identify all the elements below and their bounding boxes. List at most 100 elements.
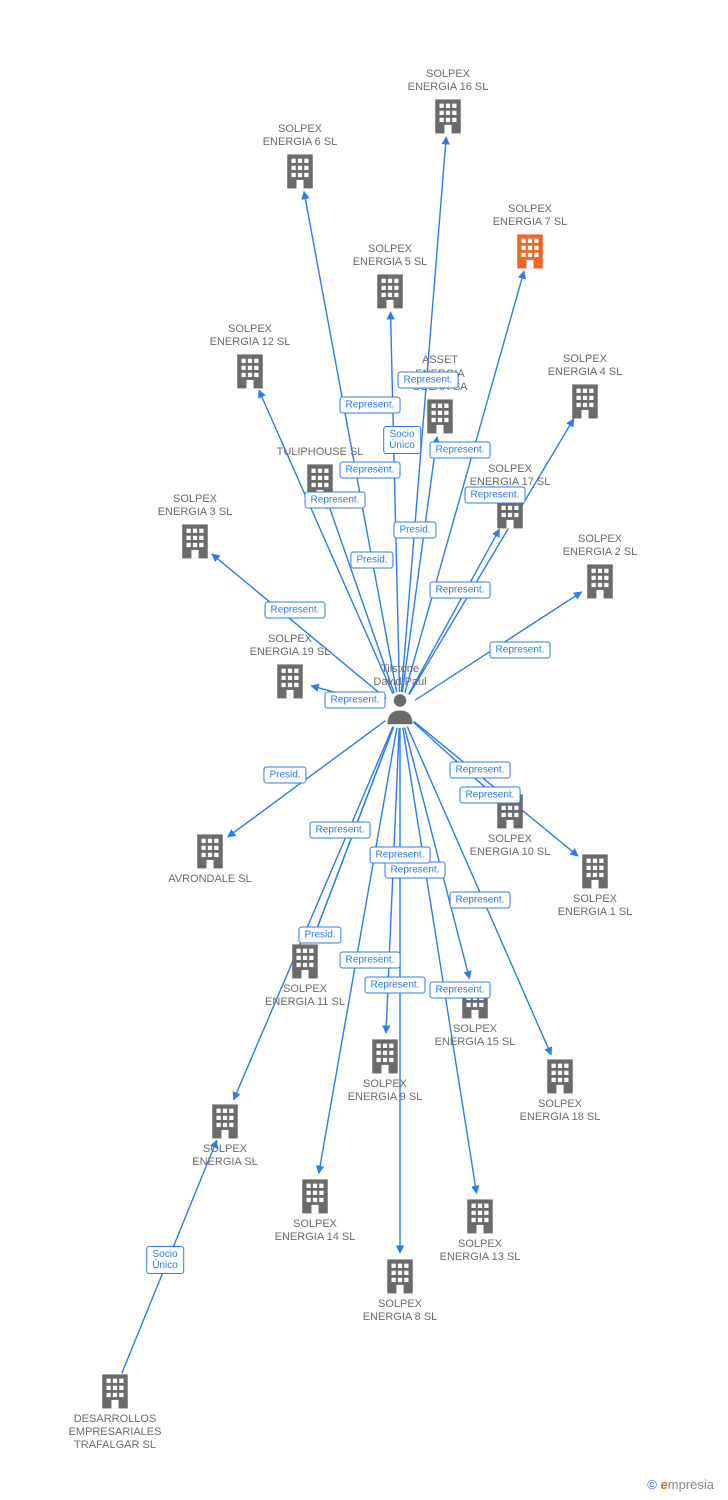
edge-label: Represent. <box>465 487 526 504</box>
edge-line <box>413 722 493 795</box>
edge-label: Represent. <box>340 462 401 479</box>
edge-line <box>259 390 393 693</box>
node-solpex10[interactable]: SOLPEX ENERGIA 10 SL <box>493 791 527 829</box>
node-avrondale[interactable]: AVRONDALE SL <box>193 831 227 869</box>
node-solpex15[interactable]: SOLPEX ENERGIA 15 SL <box>458 981 492 1019</box>
edge-label: Represent. <box>310 822 371 839</box>
edge-label: SocioÚnico <box>146 1246 184 1274</box>
brand-e: e <box>661 1477 668 1492</box>
node-label: SOLPEX ENERGIA 19 SL <box>230 633 350 659</box>
brand-rest: mpresia <box>668 1477 714 1492</box>
edge-label: Represent. <box>265 602 326 619</box>
building-icon <box>178 521 212 559</box>
node-solpex9[interactable]: SOLPEX ENERGIA 9 SL <box>368 1036 402 1074</box>
edge-label: Represent. <box>340 397 401 414</box>
node-solpex12[interactable]: SOLPEX ENERGIA 12 SL <box>233 351 267 389</box>
node-solpex11[interactable]: SOLPEX ENERGIA 11 SL <box>288 941 322 979</box>
building-icon <box>583 561 617 599</box>
edge-label: Presid. <box>263 767 306 784</box>
node-label: ASSET ENERGIA SOLAR SA <box>380 354 500 394</box>
edge-label: Represent. <box>325 692 386 709</box>
node-solpex5[interactable]: SOLPEX ENERGIA 5 SL <box>373 271 407 309</box>
node-label: SOLPEX ENERGIA 12 SL <box>190 323 310 349</box>
node-solpex3[interactable]: SOLPEX ENERGIA 3 SL <box>178 521 212 559</box>
node-solpex13[interactable]: SOLPEX ENERGIA 13 SL <box>463 1196 497 1234</box>
edge-line <box>234 727 393 1100</box>
edge-label: Represent. <box>450 892 511 909</box>
edge-line <box>311 686 382 705</box>
building-icon <box>98 1371 132 1409</box>
node-solpex1[interactable]: SOLPEX ENERGIA 1 SL <box>578 851 612 889</box>
node-solpex14[interactable]: SOLPEX ENERGIA 14 SL <box>298 1176 332 1214</box>
edge-label: Represent. <box>398 372 459 389</box>
edge-label: SocioÚnico <box>383 426 421 454</box>
node-solpex4[interactable]: SOLPEX ENERGIA 4 SL <box>568 381 602 419</box>
node-person[interactable]: Tilstone David Paul <box>383 691 417 729</box>
building-icon <box>233 351 267 389</box>
edge-line <box>409 419 574 695</box>
node-label: SOLPEX ENERGIA SL <box>165 1143 285 1169</box>
edge-line <box>401 137 446 692</box>
node-asset[interactable]: ASSET ENERGIA SOLAR SA <box>423 396 457 434</box>
edge-label: Represent. <box>430 982 491 999</box>
building-icon <box>208 1101 242 1139</box>
node-label: SOLPEX ENERGIA 17 SL <box>450 463 570 489</box>
node-desarrollos[interactable]: DESARROLLOS EMPRESARIALES TRAFALGAR SL <box>98 1371 132 1409</box>
node-label: SOLPEX ENERGIA 1 SL <box>535 893 655 919</box>
node-solpex19[interactable]: SOLPEX ENERGIA 19 SL <box>273 661 307 699</box>
node-label: SOLPEX ENERGIA 16 SL <box>388 68 508 94</box>
watermark: © empresia <box>647 1477 714 1492</box>
node-label: SOLPEX ENERGIA 4 SL <box>525 353 645 379</box>
edge-label: Represent. <box>365 977 426 994</box>
node-label: SOLPEX ENERGIA 14 SL <box>255 1218 375 1244</box>
node-label: SOLPEX ENERGIA 9 SL <box>325 1078 445 1104</box>
edge-line <box>228 721 386 837</box>
edge-label: Represent. <box>460 787 521 804</box>
building-icon <box>423 396 457 434</box>
edge-line <box>402 437 437 692</box>
edge-label: Represent. <box>430 442 491 459</box>
edge-line <box>391 312 400 692</box>
edge-line <box>212 554 386 698</box>
building-icon <box>543 1056 577 1094</box>
building-icon <box>493 791 527 829</box>
building-icon <box>458 981 492 1019</box>
edge-label: Represent. <box>340 952 401 969</box>
edge-line <box>304 192 397 693</box>
edge-label: Presid. <box>393 522 436 539</box>
edge-label: Represent. <box>385 862 446 879</box>
node-solpex18[interactable]: SOLPEX ENERGIA 18 SL <box>543 1056 577 1094</box>
edge-label: Presid. <box>298 927 341 944</box>
building-icon <box>303 461 337 499</box>
building-icon <box>431 96 465 134</box>
node-label: SOLPEX ENERGIA 8 SL <box>340 1298 460 1324</box>
node-solpex7[interactable]: SOLPEX ENERGIA 7 SL <box>513 231 547 269</box>
node-solpex16[interactable]: SOLPEX ENERGIA 16 SL <box>431 96 465 134</box>
edge-label: Represent. <box>450 762 511 779</box>
edge-label: Represent. <box>430 582 491 599</box>
node-label: SOLPEX ENERGIA 5 SL <box>330 243 450 269</box>
building-icon <box>288 941 322 979</box>
edge-line <box>407 726 551 1054</box>
node-label: SOLPEX ENERGIA 6 SL <box>240 123 360 149</box>
node-solpex2[interactable]: SOLPEX ENERGIA 2 SL <box>583 561 617 599</box>
edge-line <box>319 728 397 1174</box>
node-solpex8[interactable]: SOLPEX ENERGIA 8 SL <box>383 1256 417 1294</box>
node-solpex6[interactable]: SOLPEX ENERGIA 6 SL <box>283 151 317 189</box>
building-icon <box>463 1196 497 1234</box>
person-icon <box>385 691 415 725</box>
node-label: SOLPEX ENERGIA 10 SL <box>450 833 570 859</box>
building-icon <box>283 151 317 189</box>
building-icon <box>368 1036 402 1074</box>
building-icon <box>493 491 527 529</box>
edge-line <box>386 728 399 1033</box>
node-label: DESARROLLOS EMPRESARIALES TRAFALGAR SL <box>55 1413 175 1453</box>
edge-line <box>409 529 500 694</box>
node-solpex_sl[interactable]: SOLPEX ENERGIA SL <box>208 1101 242 1139</box>
node-solpex17[interactable]: SOLPEX ENERGIA 17 SL <box>493 491 527 529</box>
node-tulip[interactable]: TULIPHOUSE SL <box>303 461 337 499</box>
edge-line <box>313 727 394 940</box>
edge-line <box>313 727 394 940</box>
node-label: SOLPEX ENERGIA 18 SL <box>500 1098 620 1124</box>
edge-line <box>414 721 578 856</box>
